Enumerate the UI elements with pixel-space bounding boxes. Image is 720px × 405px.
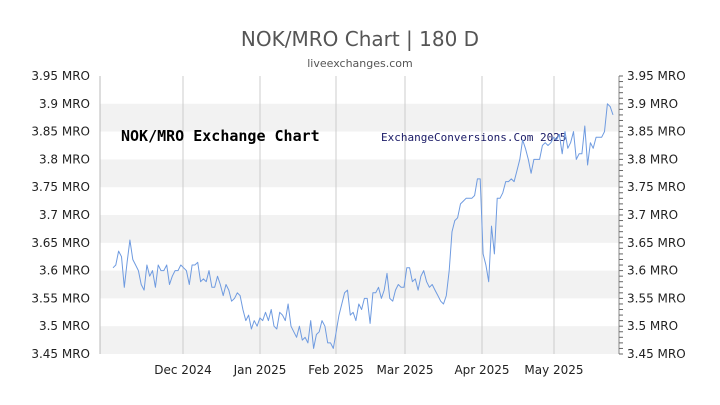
- y-tick-label-right: 3.85 MRO: [627, 125, 686, 139]
- y-tick-label-left: 3.7 MRO: [39, 208, 90, 222]
- x-tick-label: Dec 2024: [154, 363, 212, 377]
- y-tick-label-left: 3.6 MRO: [39, 264, 90, 278]
- grid-band: [100, 159, 619, 188]
- y-tick-label-right: 3.5 MRO: [627, 319, 678, 333]
- y-tick-label-right: 3.7 MRO: [627, 208, 678, 222]
- x-tick-label: Feb 2025: [308, 363, 364, 377]
- x-tick-labels: Dec 2024 Jan 2025 Feb 2025 Mar 2025 Apr 2025…: [154, 363, 583, 377]
- right-axis-ticks: [619, 75, 623, 355]
- y-tick-label-left: 3.55 MRO: [31, 291, 90, 305]
- y-tick-label-left: 3.65 MRO: [31, 236, 90, 250]
- series-line: [112, 103, 614, 349]
- chart-title: NOK/MRO Chart | 180 D: [241, 27, 479, 51]
- x-tick-label: Apr 2025: [454, 363, 509, 377]
- x-tick-label: Jan 2025: [233, 363, 287, 377]
- y-tick-label-left: 3.45 MRO: [31, 347, 90, 361]
- grid-band: [100, 326, 619, 354]
- y-tick-label-right: 3.55 MRO: [627, 291, 686, 305]
- y-tick-label-left: 3.8 MRO: [39, 152, 90, 166]
- chart-subtitle: liveexchanges.com: [307, 57, 412, 70]
- x-tick-label: May 2025: [524, 363, 583, 377]
- chart-annotation-watermark: ExchangeConversions.Com 2025: [381, 131, 566, 144]
- grid-band: [100, 215, 619, 243]
- y-tick-labels-left: 3.95 MRO 3.9 MRO 3.85 MRO 3.8 MRO 3.75 MRO 3.…: [31, 69, 90, 361]
- chart-annotation-title: NOK/MRO Exchange Chart: [121, 127, 320, 145]
- y-tick-label-right: 3.45 MRO: [627, 347, 686, 361]
- y-tick-labels-right: 3.95 MRO 3.9 MRO 3.85 MRO 3.8 MRO 3.75 MRO 3.…: [627, 69, 686, 361]
- y-tick-label-right: 3.9 MRO: [627, 97, 678, 111]
- grid-band: [100, 270, 619, 299]
- x-tick-label: Mar 2025: [377, 363, 434, 377]
- y-tick-label-right: 3.65 MRO: [627, 236, 686, 250]
- y-tick-label-right: 3.8 MRO: [627, 152, 678, 166]
- y-tick-label-left: 3.5 MRO: [39, 319, 90, 333]
- y-tick-label-left: 3.85 MRO: [31, 125, 90, 139]
- y-tick-label-left: 3.95 MRO: [31, 69, 90, 83]
- y-tick-label-left: 3.75 MRO: [31, 180, 90, 194]
- series-group: [112, 103, 614, 349]
- grid-band: [100, 103, 619, 132]
- y-tick-label-right: 3.75 MRO: [627, 180, 686, 194]
- y-tick-label-right: 3.95 MRO: [627, 69, 686, 83]
- y-tick-label-right: 3.6 MRO: [627, 264, 678, 278]
- y-tick-label-left: 3.9 MRO: [39, 97, 90, 111]
